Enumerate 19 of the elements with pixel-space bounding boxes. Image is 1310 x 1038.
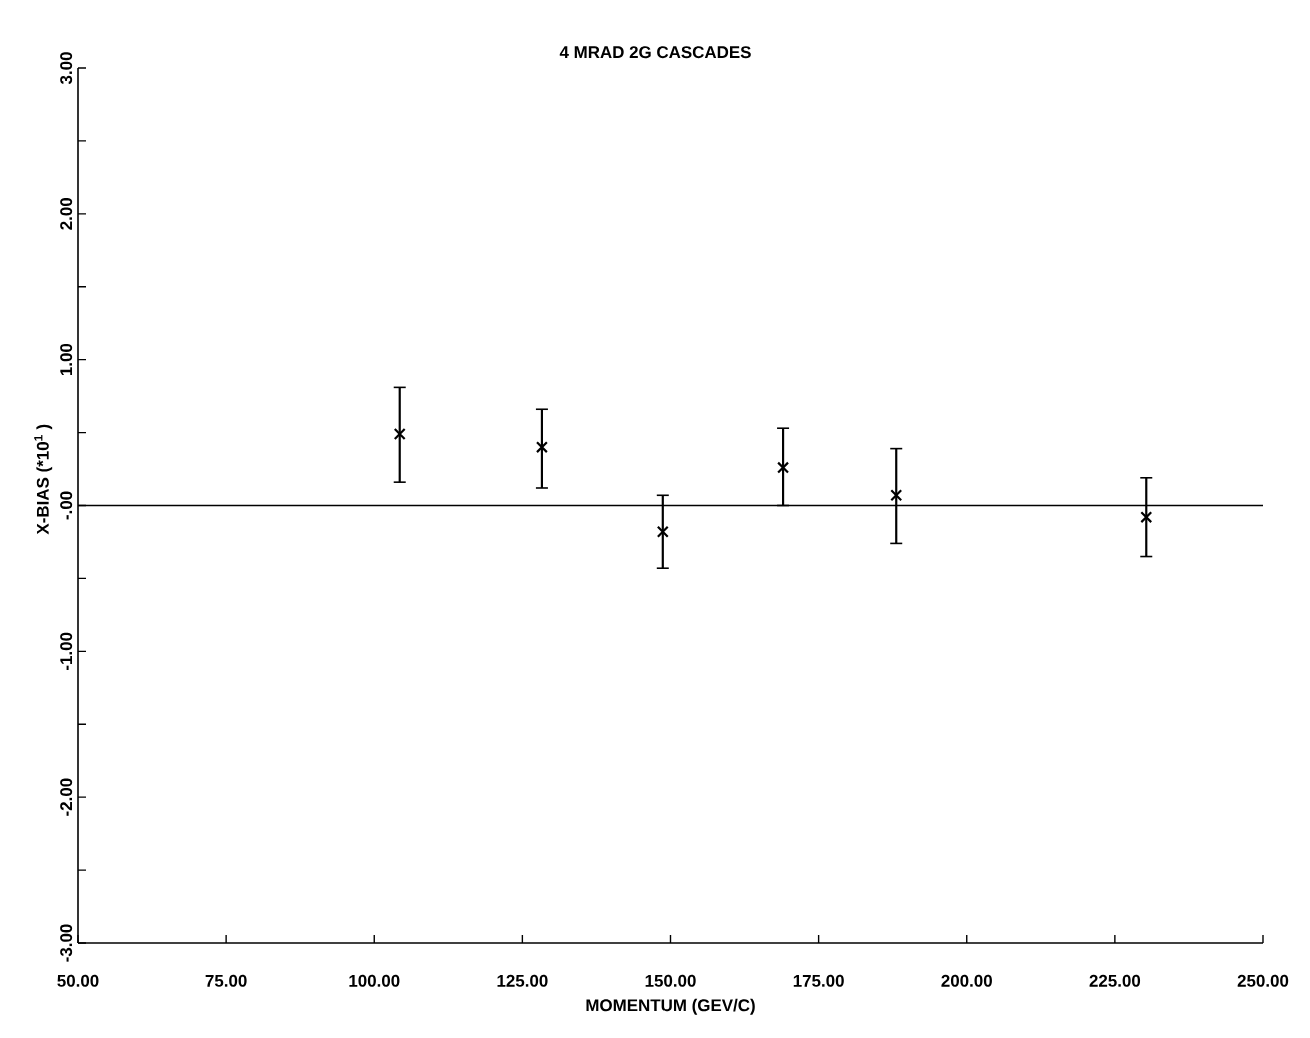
- y-tick-label: -3.00: [60, 924, 73, 962]
- x-tick-label: 75.00: [205, 974, 247, 987]
- y-tick-label: 3.00: [60, 52, 73, 85]
- chart-title: 4 MRAD 2G CASCADES: [559, 46, 751, 59]
- x-tick-label: 150.00: [645, 974, 696, 987]
- y-tick-label: -.00: [60, 491, 73, 520]
- y-tick-label: -1.00: [60, 632, 73, 670]
- x-tick-label: 200.00: [941, 974, 992, 987]
- x-tick-label: 225.00: [1089, 974, 1141, 987]
- x-tick-label: 50.00: [57, 974, 99, 987]
- x-axis-title: MOMENTUM (GEV/C): [586, 998, 755, 1015]
- y-tick-label: 1.00: [60, 343, 73, 376]
- x-tick-label: 100.00: [349, 974, 400, 987]
- y-axis-title: X-BIAS (*10$^{1}$ ): [34, 424, 53, 535]
- y-tick-label: 2.00: [60, 198, 73, 230]
- x-tick-label: 250.00: [1237, 974, 1289, 987]
- x-tick-label: 125.00: [497, 974, 548, 987]
- x-tick-label: 175.00: [793, 974, 844, 987]
- y-tick-label: -2.00: [60, 778, 73, 816]
